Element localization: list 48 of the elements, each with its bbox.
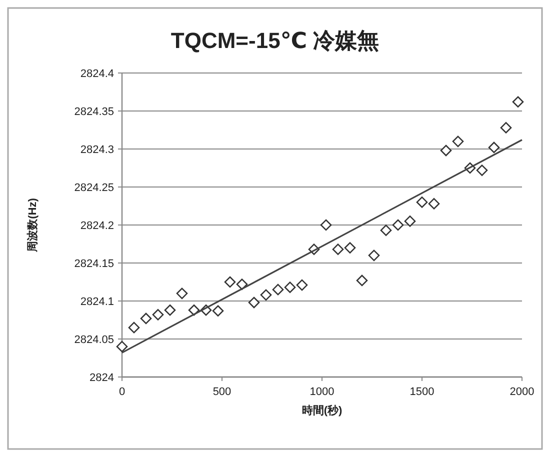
point [224, 276, 236, 288]
point [140, 312, 152, 324]
point [416, 196, 428, 208]
point [500, 122, 512, 134]
point [452, 136, 464, 148]
chart-title: TQCM=-15℃ 冷媒無 [170, 28, 380, 53]
point [344, 242, 356, 254]
point [116, 340, 128, 352]
point [512, 96, 524, 108]
point [236, 278, 248, 290]
x-tick-label: 2000 [510, 386, 534, 398]
y-tick-label: 2824.2 [80, 220, 114, 232]
point [380, 224, 392, 236]
point [284, 282, 296, 293]
point [152, 309, 164, 320]
point [440, 144, 452, 156]
point [320, 219, 332, 231]
y-tick-label: 2824.15 [74, 258, 114, 270]
point [368, 250, 380, 262]
point [404, 216, 416, 227]
point [212, 305, 224, 317]
point [428, 198, 440, 210]
point [356, 274, 368, 286]
x-tick-label: 1000 [310, 386, 334, 398]
point [272, 284, 284, 296]
point [188, 304, 200, 316]
point [176, 288, 188, 300]
point [476, 164, 488, 176]
y-tick-label: 2824.25 [74, 182, 114, 194]
y-tick-label: 2824.35 [74, 106, 114, 118]
x-tick-label: 1500 [410, 386, 434, 398]
point [296, 279, 308, 291]
point [260, 289, 272, 301]
y-axis-title: 周波数(Hz) [26, 198, 39, 253]
point [248, 296, 260, 308]
y-tick-label: 2824.05 [74, 334, 114, 346]
y-tick-label: 2824.4 [80, 68, 114, 80]
x-axis-title: 時間(秒) [302, 404, 342, 417]
point [488, 142, 500, 154]
x-tick-label: 0 [118, 386, 126, 398]
point [164, 304, 176, 316]
point [332, 244, 344, 255]
y-tick-label: 2824.1 [80, 296, 114, 308]
point [128, 322, 140, 334]
point [392, 219, 404, 231]
y-tick-label: 2824.3 [80, 144, 114, 156]
y-tick-label: 2824 [90, 372, 114, 384]
x-tick-label: 500 [212, 386, 232, 398]
